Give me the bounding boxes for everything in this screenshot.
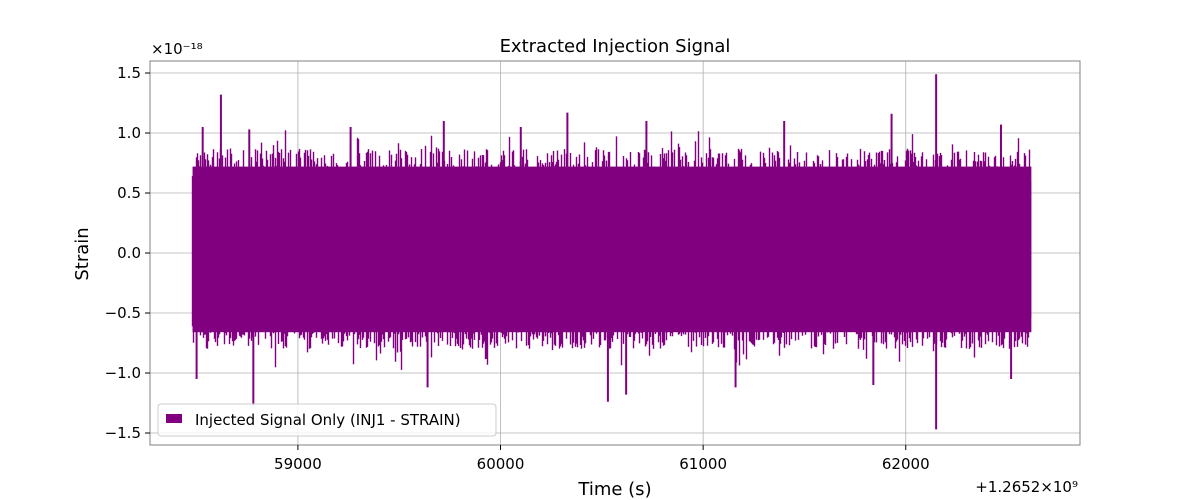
- legend: Injected Signal Only (INJ1 - STRAIN): [157, 403, 497, 437]
- chart-title: Extracted Injection Signal: [500, 36, 731, 57]
- y-axis-label: Strain: [72, 227, 93, 280]
- axis-ticks: 59000 60000 61000 62000 −1.5 −1.0 −0.5 0.0 0.5 1.…: [105, 64, 930, 473]
- x-axis-label: Time (s): [577, 479, 651, 500]
- x-tick-label: 60000: [477, 455, 525, 473]
- legend-box: [157, 403, 497, 437]
- x-axis-offset: +1.2652×10⁹: [975, 478, 1078, 496]
- y-tick-label: 0.0: [117, 244, 141, 262]
- series-injected-signal: [191, 74, 1032, 430]
- legend-swatch: [166, 414, 182, 423]
- y-tick-label: 1.5: [117, 64, 141, 82]
- x-tick-label: 62000: [882, 455, 930, 473]
- y-tick-label: −1.5: [105, 424, 141, 442]
- x-tick-label: 59000: [274, 455, 322, 473]
- y-tick-label: −1.0: [105, 364, 141, 382]
- x-tick-label: 61000: [679, 455, 727, 473]
- signal-core: [192, 166, 1032, 333]
- y-tick-label: −0.5: [105, 304, 141, 322]
- y-tick-label: 0.5: [117, 184, 141, 202]
- y-tick-label: 1.0: [117, 124, 141, 142]
- y-axis-multiplier: ×10⁻¹⁸: [151, 40, 203, 58]
- legend-label: Injected Signal Only (INJ1 - STRAIN): [195, 411, 461, 429]
